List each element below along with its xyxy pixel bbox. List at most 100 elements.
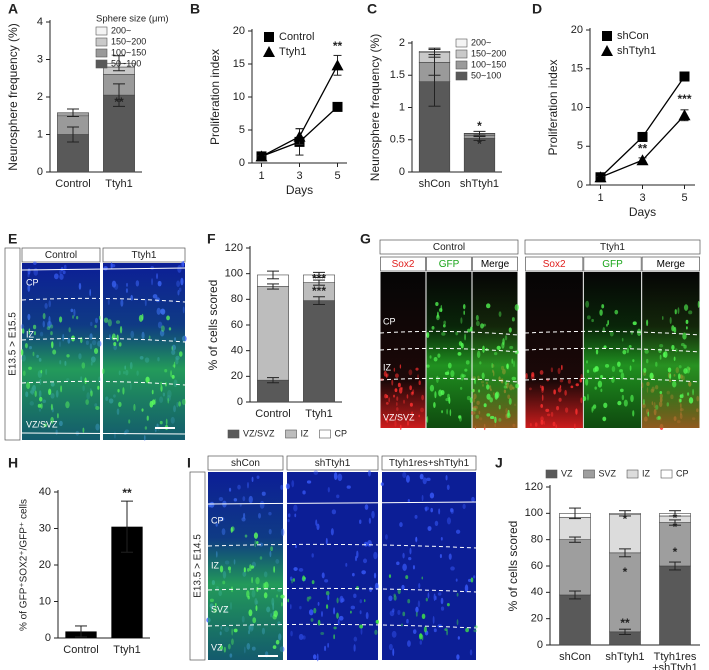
cell: [394, 373, 399, 378]
cell: [511, 317, 515, 322]
cell: [374, 629, 378, 635]
cell: [418, 633, 423, 640]
cell: [408, 557, 412, 561]
cell: [406, 394, 409, 399]
cell: [539, 384, 542, 389]
cell: [462, 303, 466, 310]
y-axis-label: Neurosphere frequency (%): [6, 23, 20, 170]
cell: [655, 404, 659, 410]
marker: [293, 130, 306, 142]
cell: [511, 358, 514, 364]
cell: [219, 645, 224, 651]
cell: [435, 302, 439, 307]
cell: [459, 386, 463, 390]
cell: [325, 590, 330, 596]
panel-header: [21, 247, 101, 263]
cell: [48, 388, 52, 396]
cell: [450, 370, 455, 378]
panel-label: E: [8, 231, 17, 247]
cell: [429, 492, 435, 499]
cell: [504, 381, 508, 386]
cell: [683, 368, 688, 374]
legend-label: CP: [335, 428, 348, 438]
cell: [365, 612, 369, 620]
cell: [659, 343, 664, 348]
cell: [39, 396, 43, 402]
cell: [299, 605, 302, 610]
cell: [327, 486, 330, 493]
cell: [325, 537, 328, 545]
y-axis-label: Neurosphere frequency (%): [368, 34, 382, 181]
cell: [659, 354, 662, 360]
side-label: E13.5 > E15.5: [8, 312, 19, 376]
cell: [605, 323, 608, 327]
cell: [449, 508, 454, 513]
cell: [167, 397, 170, 404]
cell: [465, 360, 470, 365]
cell: [591, 405, 595, 411]
cell: [320, 632, 325, 635]
cell: [586, 393, 589, 401]
cell: [602, 416, 607, 422]
cell: [178, 351, 183, 357]
cell: [545, 408, 550, 413]
cell: [620, 372, 625, 380]
cell: [321, 611, 323, 617]
legend-label: VZ/SVZ: [243, 428, 275, 438]
cell: [402, 471, 407, 479]
cell: [475, 414, 480, 419]
cell: [688, 310, 693, 315]
cell: [345, 562, 348, 567]
cell: [407, 499, 410, 503]
zone-boundary: [379, 377, 519, 383]
cell: [294, 513, 297, 518]
x-tick-label: 3: [296, 170, 302, 182]
x-tick-label: Ttyh1: [105, 178, 133, 190]
cell: [482, 345, 485, 353]
fluorescence: [583, 272, 642, 428]
cell: [632, 410, 635, 417]
annotation: *: [477, 137, 482, 151]
cell: [172, 364, 176, 368]
legend-swatch: [227, 429, 240, 439]
fluorescence: [208, 472, 283, 660]
cell: [697, 300, 700, 308]
y-tick-label: 40: [531, 586, 543, 598]
cell: [592, 367, 597, 373]
cell: [469, 397, 473, 404]
cell: [456, 592, 459, 597]
cell: [32, 324, 37, 330]
x-axis-label: Days: [286, 183, 313, 197]
cell: [455, 529, 461, 534]
y-tick-label: 40: [39, 486, 51, 498]
cell: [273, 566, 276, 573]
bar-segment: [559, 516, 591, 540]
cell: [565, 407, 569, 413]
legend-label: IZ: [301, 428, 310, 438]
cell: [396, 396, 399, 401]
cell: [275, 639, 280, 645]
cell: [85, 399, 89, 405]
cell: [219, 565, 224, 573]
error-bar: [669, 510, 681, 517]
cell: [602, 327, 606, 333]
cell: [380, 482, 384, 486]
cell: [450, 566, 455, 571]
y-axis-label: Proliferation index: [208, 49, 222, 145]
cell: [421, 613, 426, 619]
cell: [481, 372, 485, 379]
cell: [285, 483, 290, 490]
cell: [540, 419, 544, 425]
x-tick-label: shTtyh1: [460, 178, 499, 190]
zone-label: VZ/SVZ: [26, 419, 58, 429]
cell: [327, 594, 330, 601]
cell: [414, 514, 418, 519]
cell: [52, 349, 57, 355]
cell: [429, 384, 435, 392]
error-bar: [669, 519, 681, 526]
cell: [289, 576, 293, 581]
cell: [384, 393, 388, 399]
panel-header-label: Ttyh1: [600, 242, 625, 253]
cell: [60, 385, 63, 393]
error-bar: [619, 548, 631, 558]
